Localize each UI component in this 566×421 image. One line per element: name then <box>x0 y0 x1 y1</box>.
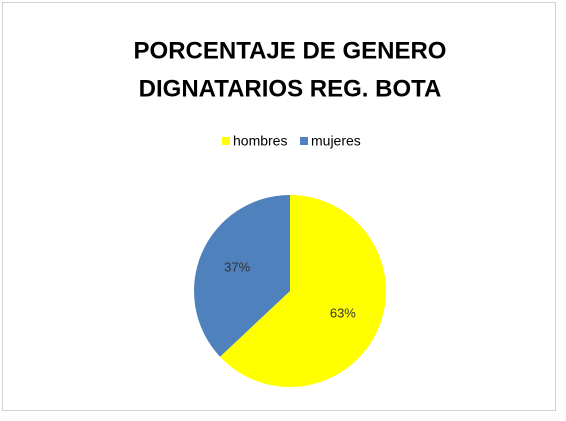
pie-slice <box>194 195 290 357</box>
data-label: 63% <box>330 305 356 320</box>
pie-slice <box>220 195 387 387</box>
legend-label: mujeres <box>311 133 361 149</box>
data-label: 37% <box>224 260 250 275</box>
chart-title: PORCENTAJE DE GENERO <box>134 37 447 64</box>
legend-swatch <box>222 137 230 145</box>
chart-title: DIGNATARIOS REG. BOTA <box>139 75 442 102</box>
legend-swatch <box>300 137 308 145</box>
legend-label: hombres <box>233 133 287 149</box>
